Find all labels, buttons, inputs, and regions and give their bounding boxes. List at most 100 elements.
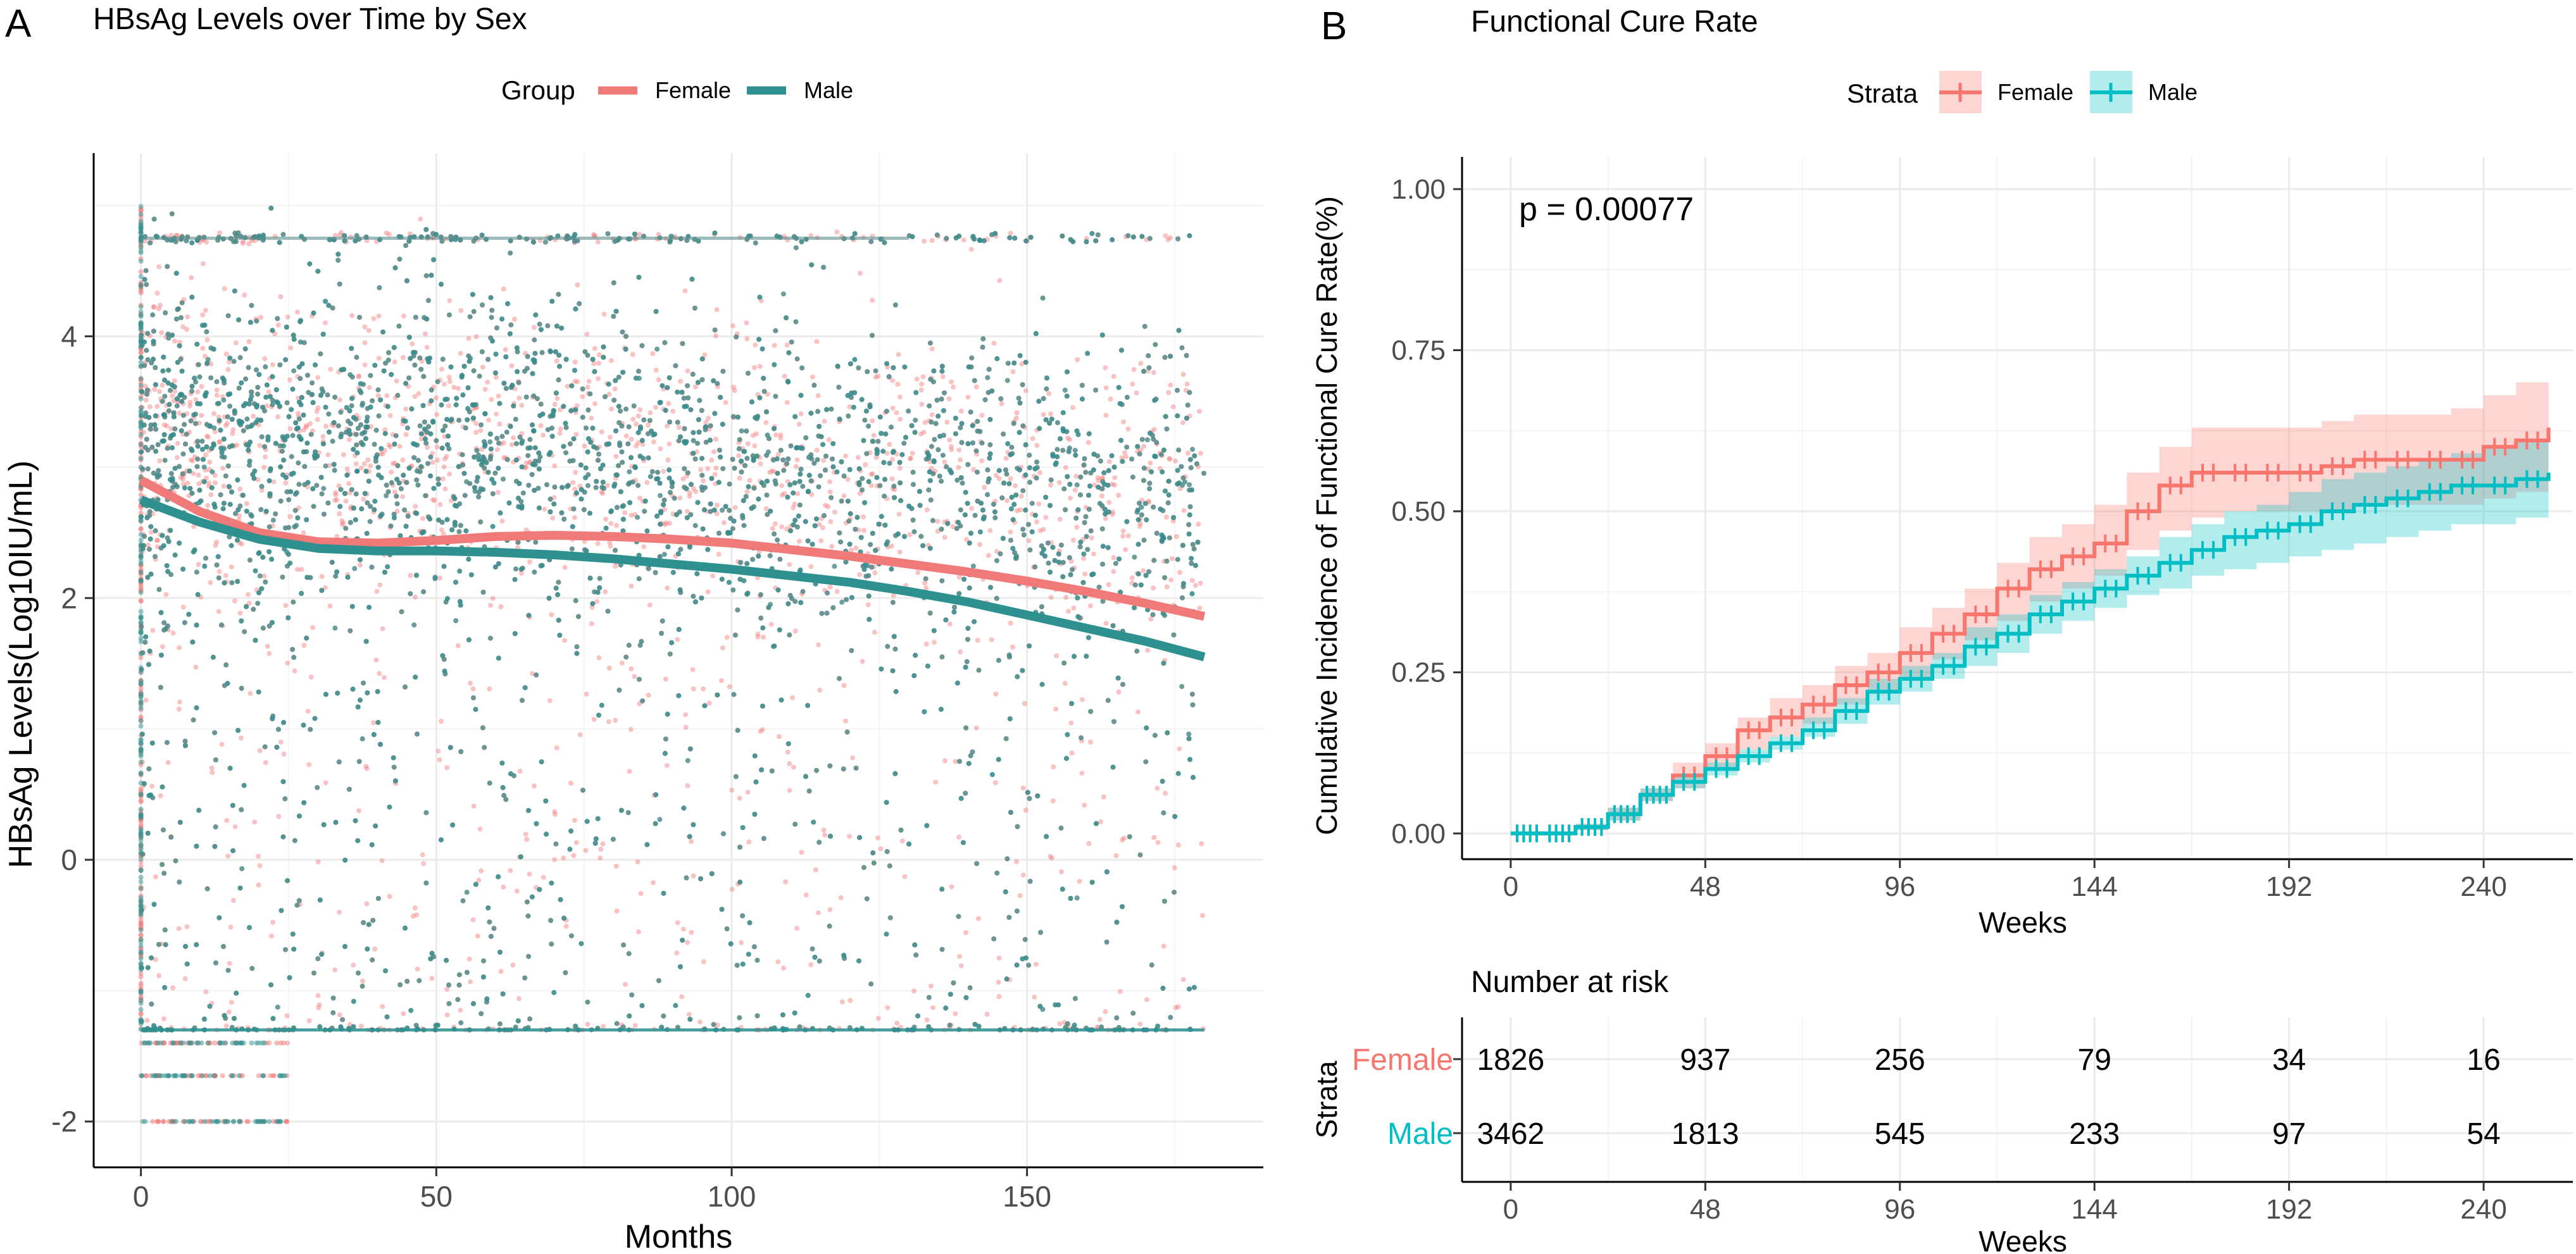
scatter-point-female	[827, 489, 833, 495]
scatter-point-female	[1144, 997, 1149, 1002]
scatter-point-female	[267, 376, 272, 382]
scatter-point-female	[325, 452, 331, 457]
scatter-point-female	[635, 859, 641, 865]
scatter-point-female	[364, 901, 370, 907]
scatter-point-female	[613, 564, 618, 569]
scatter-point-female	[394, 509, 400, 514]
scatter-point-female	[308, 392, 314, 398]
scatter-point-female	[1173, 534, 1179, 539]
scatter-point-female	[213, 543, 218, 549]
scatter-point-female	[518, 570, 524, 576]
scatter-point-female	[1125, 426, 1131, 432]
scatter-point-female	[1079, 771, 1085, 776]
scatter-point-female	[758, 298, 764, 304]
scatter-point-female	[751, 484, 757, 490]
scatter-point-female	[1196, 464, 1201, 469]
scatter-point-female	[204, 337, 210, 342]
scatter-point-female	[847, 834, 853, 839]
scatter-point-female	[752, 443, 758, 449]
scatter-point-female	[826, 437, 832, 443]
scatter-point-female	[670, 493, 675, 499]
scatter-point-female	[446, 403, 451, 409]
scatter-point-female	[663, 676, 668, 682]
scatter-point-female	[970, 235, 975, 240]
scatter-point-female	[237, 486, 243, 492]
scatter-point-female	[276, 814, 282, 819]
scatter-point-female	[894, 410, 899, 416]
scatter-point-female	[1008, 230, 1013, 236]
scatter-point-female	[247, 691, 253, 697]
scatter-point-female	[331, 423, 337, 428]
scatter-point-female	[266, 650, 272, 656]
scatter-point-female	[478, 868, 484, 874]
scatter-point-female	[918, 431, 923, 437]
scatter-point-female	[713, 333, 718, 338]
scatter-point-female	[680, 476, 686, 481]
scatter-point-female	[362, 362, 368, 368]
scatter-point-female	[899, 838, 905, 844]
scatter-point-female	[595, 457, 600, 463]
scatter-point-female	[265, 643, 270, 649]
scatter-point-female	[1170, 404, 1176, 409]
scatter-point-female	[216, 439, 222, 445]
scatter-point-female	[1030, 436, 1035, 442]
scatter-point-female	[180, 401, 186, 407]
scatter-point-female	[704, 424, 710, 430]
scatter-point-female	[689, 839, 694, 845]
scatter-point-female	[207, 459, 213, 465]
scatter-point-female	[159, 399, 165, 405]
scatter-point-female	[337, 909, 342, 915]
scatter-point-female	[1068, 495, 1073, 501]
scatter-point-female	[503, 455, 508, 461]
scatter-point-female	[896, 511, 902, 517]
scatter-point-female	[975, 499, 980, 504]
scatter-point-female	[599, 489, 604, 495]
scatter-point-female	[1056, 548, 1062, 554]
scatter-point-female	[222, 286, 227, 292]
scatter-point-female	[365, 457, 371, 462]
scatter-point-female	[867, 450, 873, 456]
scatter-point-female	[653, 404, 658, 410]
scatter-point-female	[263, 760, 268, 766]
scatter-point-female	[628, 726, 634, 732]
scatter-point-female	[924, 449, 930, 454]
scatter-point-female	[237, 540, 242, 545]
scatter-point-female	[423, 493, 429, 499]
scatter-point-female	[919, 382, 925, 387]
scatter-point-female	[347, 1022, 353, 1027]
legend-a-title: Group	[501, 75, 575, 105]
scatter-point-female	[156, 264, 162, 270]
scatter-point-female	[795, 491, 801, 497]
scatter-point-female	[814, 338, 820, 344]
scatter-point-female	[1170, 518, 1176, 524]
scatter-point-female	[1056, 480, 1062, 485]
scatter-point-female	[155, 414, 161, 419]
scatter-point-female	[203, 307, 208, 313]
scatter-point-female	[729, 886, 735, 892]
scatter-point-female	[646, 692, 651, 698]
scatter-point-female	[687, 494, 692, 499]
scatter-point-female	[424, 427, 429, 433]
scatter-point-female	[1034, 427, 1040, 433]
scatter-point-female	[670, 511, 676, 517]
scatter-point-female	[1066, 609, 1072, 614]
scatter-point-female	[1180, 420, 1185, 426]
scatter-point-female	[415, 966, 420, 972]
scatter-point-female	[572, 240, 577, 245]
scatter-point-female	[223, 351, 229, 357]
scatter-point-female	[390, 482, 396, 488]
scatter-point-female	[1063, 595, 1069, 600]
scatter-point-female	[680, 926, 686, 932]
scatter-point-female	[387, 893, 392, 899]
scatter-point-female	[473, 430, 479, 435]
scatter-point-female	[628, 437, 634, 442]
scatter-point-female	[541, 432, 546, 438]
scatter-point-female	[701, 478, 706, 483]
scatter-point-female	[873, 375, 878, 380]
scatter-point-female	[356, 385, 361, 391]
scatter-point-female	[787, 761, 792, 766]
scatter-point-female	[1146, 499, 1152, 505]
scatter-point-female	[1069, 750, 1075, 756]
scatter-point-female	[585, 1022, 591, 1027]
scatter-point-female	[1022, 425, 1027, 430]
